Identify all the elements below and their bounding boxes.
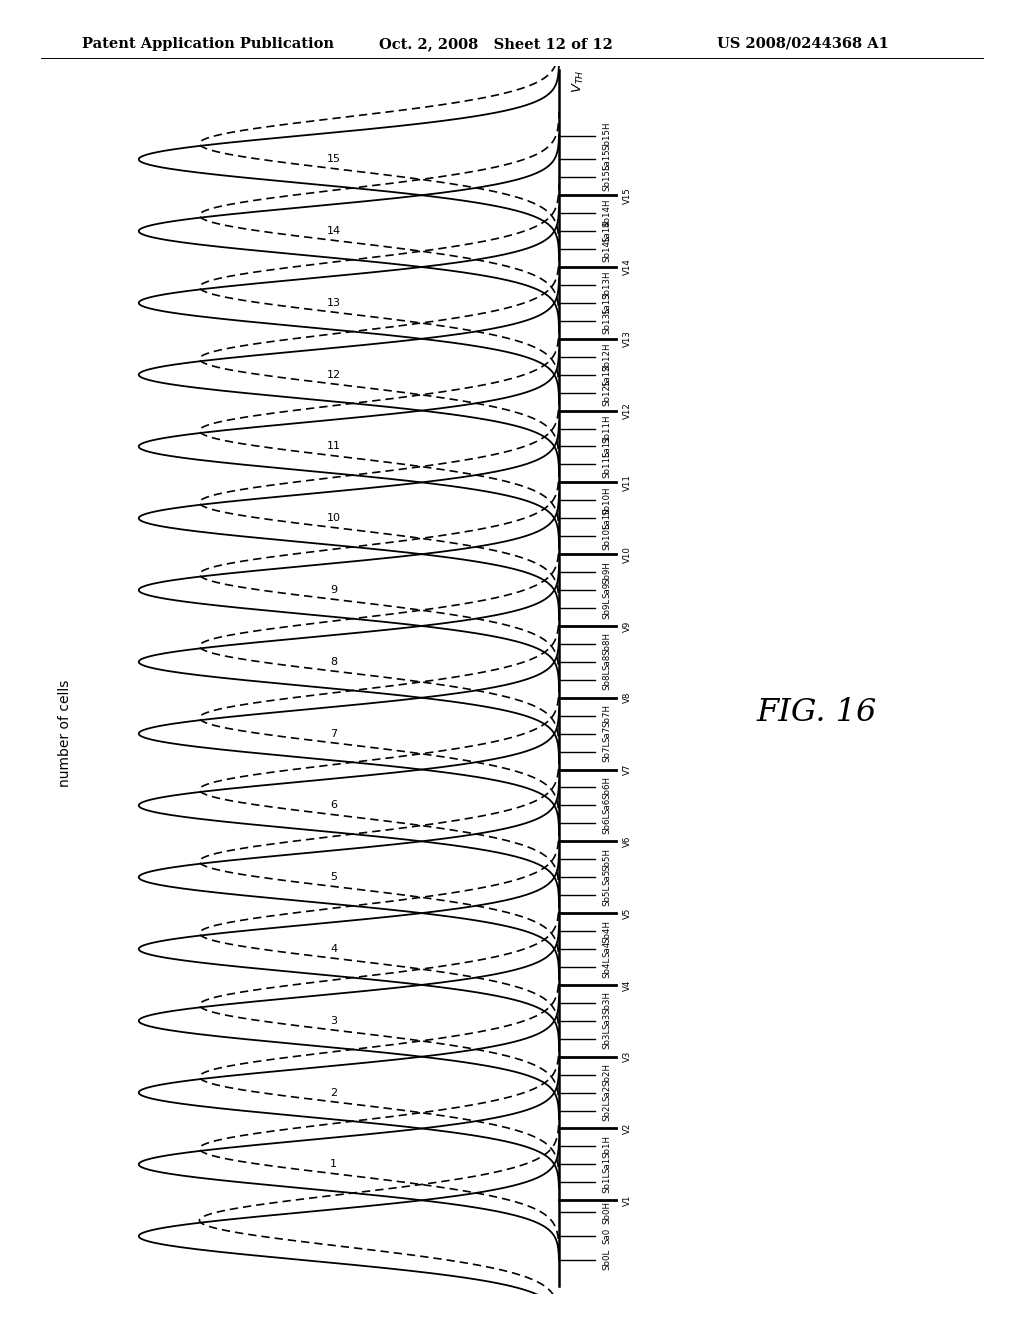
Text: Sb14L: Sb14L bbox=[602, 236, 611, 263]
Text: Sb9L: Sb9L bbox=[602, 598, 611, 619]
Text: Sa3: Sa3 bbox=[602, 1012, 611, 1028]
Text: 4: 4 bbox=[330, 944, 337, 954]
Text: Oct. 2, 2008   Sheet 12 of 12: Oct. 2, 2008 Sheet 12 of 12 bbox=[379, 37, 612, 51]
Text: Sa9: Sa9 bbox=[602, 582, 611, 598]
Text: V12: V12 bbox=[624, 403, 632, 418]
Text: Sa12: Sa12 bbox=[602, 364, 611, 385]
Text: Sa7: Sa7 bbox=[602, 726, 611, 742]
Text: Sb7H: Sb7H bbox=[602, 704, 611, 727]
Text: Sa4: Sa4 bbox=[602, 941, 611, 957]
Text: 5: 5 bbox=[331, 873, 337, 882]
Text: V15: V15 bbox=[624, 187, 632, 203]
Text: Sb1H: Sb1H bbox=[602, 1135, 611, 1158]
Text: V8: V8 bbox=[624, 692, 632, 704]
Text: 1: 1 bbox=[331, 1159, 337, 1170]
Text: Sa5: Sa5 bbox=[602, 869, 611, 886]
Text: Sa1: Sa1 bbox=[602, 1156, 611, 1172]
Text: Sb14H: Sb14H bbox=[602, 199, 611, 227]
Text: Sb13H: Sb13H bbox=[602, 271, 611, 300]
Text: 14: 14 bbox=[327, 226, 341, 236]
Text: Sa8: Sa8 bbox=[602, 653, 611, 671]
Text: 9: 9 bbox=[330, 585, 337, 595]
Text: number of cells: number of cells bbox=[57, 680, 72, 787]
Text: Sb4H: Sb4H bbox=[602, 920, 611, 942]
Text: Sb10L: Sb10L bbox=[602, 523, 611, 549]
Text: Sb3L: Sb3L bbox=[602, 1028, 611, 1049]
Text: V6: V6 bbox=[624, 836, 632, 847]
Text: 7: 7 bbox=[330, 729, 337, 739]
Text: Sb6L: Sb6L bbox=[602, 813, 611, 834]
Text: V10: V10 bbox=[624, 545, 632, 562]
Text: Sb5H: Sb5H bbox=[602, 847, 611, 871]
Text: V2: V2 bbox=[624, 1123, 632, 1134]
Text: Sa6: Sa6 bbox=[602, 797, 611, 813]
Text: V11: V11 bbox=[624, 474, 632, 491]
Text: Sb4L: Sb4L bbox=[602, 956, 611, 978]
Text: V9: V9 bbox=[624, 620, 632, 631]
Text: Sa13: Sa13 bbox=[602, 292, 611, 314]
Text: Sa14: Sa14 bbox=[602, 220, 611, 242]
Text: Sb2H: Sb2H bbox=[602, 1063, 611, 1086]
Text: Patent Application Publication: Patent Application Publication bbox=[82, 37, 334, 51]
Text: Sb2L: Sb2L bbox=[602, 1100, 611, 1121]
Text: Sb11H: Sb11H bbox=[602, 414, 611, 442]
Text: US 2008/0244368 A1: US 2008/0244368 A1 bbox=[717, 37, 889, 51]
Text: 11: 11 bbox=[327, 441, 341, 451]
Text: Sb15H: Sb15H bbox=[602, 121, 611, 150]
Text: Sb8H: Sb8H bbox=[602, 632, 611, 656]
Text: Sb1L: Sb1L bbox=[602, 1172, 611, 1193]
Text: V14: V14 bbox=[624, 259, 632, 276]
Text: Sb3H: Sb3H bbox=[602, 991, 611, 1014]
Text: Sb11L: Sb11L bbox=[602, 451, 611, 478]
Text: Sa10: Sa10 bbox=[602, 507, 611, 529]
Text: Sb6H: Sb6H bbox=[602, 776, 611, 799]
Text: Sb8L: Sb8L bbox=[602, 669, 611, 690]
Text: Sa11: Sa11 bbox=[602, 436, 611, 457]
Text: Sb5L: Sb5L bbox=[602, 884, 611, 906]
Text: Sb7L: Sb7L bbox=[602, 741, 611, 762]
Text: 12: 12 bbox=[327, 370, 341, 380]
Text: V3: V3 bbox=[624, 1051, 632, 1063]
Text: Sb0L: Sb0L bbox=[602, 1249, 611, 1270]
Text: V13: V13 bbox=[624, 330, 632, 347]
Text: Sb10H: Sb10H bbox=[602, 486, 611, 515]
Text: V1: V1 bbox=[624, 1195, 632, 1206]
Text: Sb0H: Sb0H bbox=[602, 1201, 611, 1224]
Text: Sb9H: Sb9H bbox=[602, 561, 611, 583]
Text: Sa2: Sa2 bbox=[602, 1085, 611, 1101]
Text: 2: 2 bbox=[330, 1088, 337, 1098]
Text: V4: V4 bbox=[624, 979, 632, 990]
Text: FIG. 16: FIG. 16 bbox=[757, 697, 878, 727]
Text: Sb15L: Sb15L bbox=[602, 164, 611, 190]
Text: Sb12L: Sb12L bbox=[602, 379, 611, 407]
Text: Sa15: Sa15 bbox=[602, 148, 611, 170]
Text: 8: 8 bbox=[330, 657, 337, 667]
Text: Sb13L: Sb13L bbox=[602, 308, 611, 334]
Text: 3: 3 bbox=[331, 1016, 337, 1026]
Text: Sb12H: Sb12H bbox=[602, 342, 611, 371]
Text: 10: 10 bbox=[327, 513, 341, 523]
Text: 13: 13 bbox=[327, 298, 341, 308]
Text: V5: V5 bbox=[624, 907, 632, 919]
Text: Sa0: Sa0 bbox=[602, 1228, 611, 1245]
Text: V7: V7 bbox=[624, 764, 632, 775]
Text: 6: 6 bbox=[331, 800, 337, 810]
Text: 15: 15 bbox=[327, 154, 341, 164]
Text: $V_{TH}$: $V_{TH}$ bbox=[570, 70, 586, 92]
